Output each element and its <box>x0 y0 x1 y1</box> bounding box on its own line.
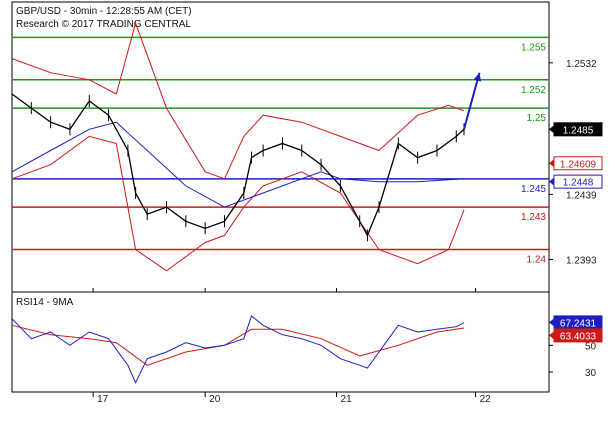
price-value-tag-pointer <box>549 159 554 168</box>
price-panel-frame <box>11 1 550 293</box>
value-tags: 1.2485 1.24609 1.2448 67.2431 63.4033 <box>549 122 603 343</box>
rsi-value-tag-pointer <box>549 331 554 340</box>
level-label: 1.255 <box>521 42 546 53</box>
y-tick-label: 1.2439 <box>566 190 597 201</box>
rsi-line <box>11 315 465 384</box>
y-tick-label: 1.2532 <box>566 59 597 70</box>
rsi-y-tick-label: 30 <box>585 368 597 379</box>
rsi-value-tag: 63.4033 <box>560 331 597 342</box>
chart-header-line2: Research © 2017 TRADING CENTRAL <box>16 19 191 30</box>
price-value-tag-pointer <box>549 125 554 134</box>
level-label: 1.252 <box>521 85 546 96</box>
moving-average-line <box>11 121 465 208</box>
chart-header-line1: GBP/USD - 30min - 12:28:55 AM (CET) <box>16 6 192 17</box>
price-value-tag-pointer <box>549 177 554 186</box>
level-label: 1.25 <box>527 113 547 124</box>
price-value-tag: 1.2485 <box>563 125 594 136</box>
rsi-value-tag-pointer <box>549 318 554 327</box>
price-value-tag: 1.2448 <box>563 178 594 189</box>
price-series <box>11 21 482 272</box>
level-lines: 1.255 1.252 1.25 1.245 1.243 1.24 <box>12 36 549 266</box>
level-label: 1.243 <box>521 212 546 223</box>
rsi-signal-line <box>11 324 465 366</box>
bollinger-upper-line <box>11 21 465 180</box>
level-label: 1.24 <box>527 255 547 266</box>
x-tick-label: 17 <box>97 394 109 405</box>
price-line <box>11 93 465 237</box>
level-label: 1.245 <box>521 184 546 195</box>
rsi-series <box>11 315 465 384</box>
x-tick-label: 22 <box>480 394 492 405</box>
forecast-arrow-head <box>473 72 482 82</box>
x-tick-label: 21 <box>341 394 353 405</box>
forecast-arrow <box>463 72 481 130</box>
rsi-panel-frame <box>11 291 550 393</box>
price-value-tag: 1.24609 <box>560 159 597 170</box>
rsi-value-tag: 67.2431 <box>560 318 597 329</box>
x-tick-label: 20 <box>209 394 221 405</box>
y-tick-label: 1.2393 <box>566 255 597 266</box>
rsi-title: RSI14 - 9MA <box>16 297 74 308</box>
bollinger-lower-line <box>11 135 465 272</box>
rsi-y-tick-label: 50 <box>585 341 597 352</box>
